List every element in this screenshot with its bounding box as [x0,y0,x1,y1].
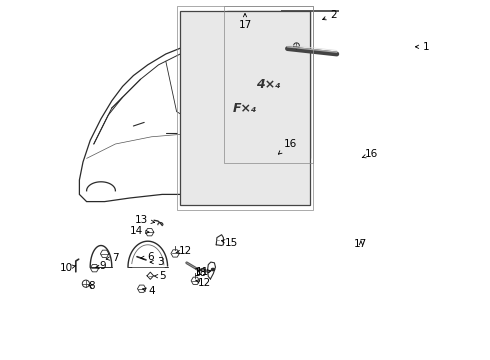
Bar [180,11,310,205]
Bar [227,11,310,158]
Text: 6: 6 [141,252,154,262]
Text: 1: 1 [416,42,429,52]
Text: 5: 5 [154,271,166,282]
Text: 16: 16 [362,149,378,159]
Text: 14: 14 [129,226,149,237]
Text: 12: 12 [196,278,212,288]
Text: 4×₄: 4×₄ [256,78,281,91]
Text: 10: 10 [60,263,76,273]
Text: 17: 17 [354,239,368,249]
Text: 12: 12 [176,246,192,256]
Text: 15: 15 [221,238,238,248]
Text: 9: 9 [96,261,106,271]
Text: 18: 18 [194,267,211,278]
Text: 17: 17 [238,14,252,30]
Text: 16: 16 [278,139,296,154]
Bar [177,6,313,210]
Text: F×₄: F×₄ [233,102,257,114]
Text: 4: 4 [143,286,155,296]
Text: 3: 3 [150,257,164,267]
Bar [224,6,313,163]
Text: 11: 11 [196,267,209,277]
Text: 8: 8 [88,281,95,291]
Text: 13: 13 [135,215,154,225]
Text: 7: 7 [106,253,119,263]
Text: 2: 2 [322,10,337,20]
